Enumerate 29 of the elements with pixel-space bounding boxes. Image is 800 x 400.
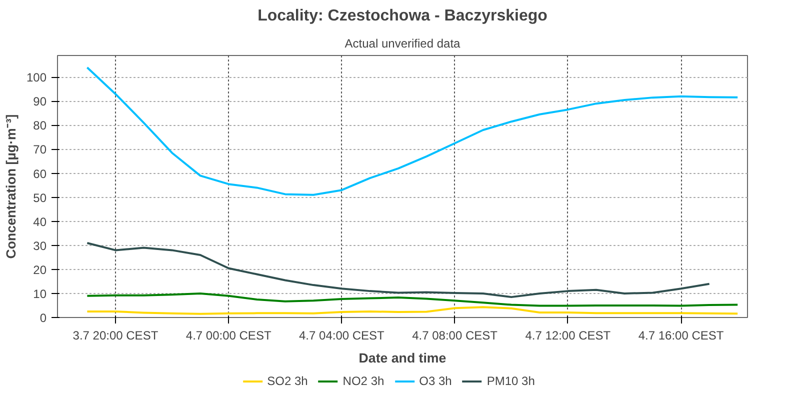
y-tick-label: 80	[33, 118, 47, 133]
x-tick-label: 4.7 16:00 CEST	[638, 328, 724, 342]
x-tick-label: 4.7 08:00 CEST	[412, 328, 498, 342]
x-tick-label: 4.7 04:00 CEST	[299, 328, 386, 342]
line-series	[86, 292, 739, 307]
y-tick-label: 20	[33, 262, 47, 277]
x-axis-title: Date and time	[358, 350, 446, 366]
chart-title: Locality: Czestochowa - Baczyrskiego	[258, 8, 548, 24]
x-tick-label: 3.7 20:00 CEST	[72, 328, 159, 342]
x-tick-label: 4.7 00:00 CEST	[186, 328, 272, 342]
y-tick-label: 30	[33, 238, 47, 253]
legend-label: NO2 3h	[342, 374, 384, 388]
line-series	[86, 66, 739, 196]
legend-label: O3 3h	[419, 374, 452, 388]
y-tick-label: 100	[26, 70, 47, 85]
y-tick-label: 40	[33, 214, 47, 229]
y-axis-title: Concentration [µg·m⁻³]	[3, 114, 18, 259]
x-tick-label: 4.7 12:00 CEST	[525, 328, 612, 342]
y-tick-label: 90	[33, 94, 47, 109]
chart-subtitle: Actual unverified data	[344, 36, 461, 50]
legend-label: PM10 3h	[486, 374, 535, 388]
line-series	[86, 306, 739, 315]
legend-label: SO2 3h	[267, 374, 308, 388]
y-tick-label: 0	[40, 311, 47, 325]
y-tick-label: 60	[33, 166, 47, 181]
y-tick-label: 70	[33, 142, 47, 157]
line-series	[86, 242, 710, 298]
y-tick-label: 10	[33, 286, 47, 301]
y-tick-label: 50	[33, 190, 47, 205]
